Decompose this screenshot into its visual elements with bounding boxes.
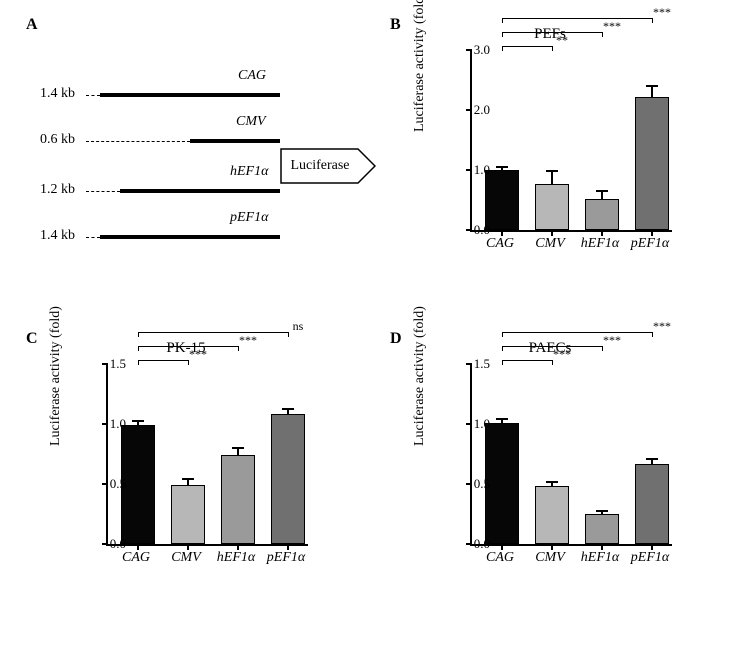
x-category-label: hEF1α bbox=[575, 550, 625, 566]
spacer-line bbox=[86, 95, 100, 96]
construct-row: 1.2 kbhEF1α bbox=[40, 178, 360, 208]
chart-paecs: PAECsLuciferase activity (fold)*********… bbox=[400, 334, 700, 594]
y-axis-label: Luciferase activity (fold) bbox=[412, 0, 428, 132]
significance-line bbox=[502, 332, 652, 333]
x-category-label: CMV bbox=[525, 550, 575, 566]
bar bbox=[485, 170, 519, 230]
significance-line bbox=[138, 346, 238, 347]
x-category-label: pEF1α bbox=[625, 550, 675, 566]
x-category-label: pEF1α bbox=[261, 550, 311, 566]
x-category-label: pEF1α bbox=[625, 236, 675, 252]
y-axis-label: Luciferase activity (fold) bbox=[48, 306, 64, 446]
y-tick-label: 1.0 bbox=[450, 416, 490, 432]
promoter-line bbox=[120, 189, 280, 193]
chart-pk15: PK-15Luciferase activity (fold)******ns0… bbox=[36, 334, 336, 594]
significance-line bbox=[502, 18, 652, 19]
significance-label: *** bbox=[642, 5, 682, 20]
bar bbox=[485, 423, 519, 544]
significance-label: *** bbox=[178, 347, 218, 362]
significance-label: *** bbox=[592, 333, 632, 348]
figure-root: { "labels": { "A": "A", "B": "B", "C": "… bbox=[0, 0, 729, 651]
plot-area: ******** bbox=[470, 50, 672, 232]
size-label: 1.4 kb bbox=[40, 86, 75, 102]
size-label: 1.4 kb bbox=[40, 228, 75, 244]
significance-drop bbox=[502, 32, 503, 37]
bar bbox=[121, 425, 155, 544]
significance-drop bbox=[502, 332, 503, 337]
promoter-label: pEF1α bbox=[230, 210, 268, 226]
y-tick-label: 1.5 bbox=[86, 356, 126, 372]
panel-label-a: A bbox=[26, 16, 38, 34]
significance-line bbox=[138, 332, 288, 333]
x-category-label: CAG bbox=[475, 550, 525, 566]
spacer-line bbox=[86, 191, 120, 192]
x-category-label: CAG bbox=[111, 550, 161, 566]
spacer-line bbox=[86, 141, 190, 142]
spacer-line bbox=[86, 237, 100, 238]
size-label: 0.6 kb bbox=[40, 132, 75, 148]
bar bbox=[635, 97, 669, 230]
bar bbox=[635, 464, 669, 544]
panel-a-diagram: Luciferase 1.4 kbCAG0.6 kbCMV1.2 kbhEF1α… bbox=[40, 60, 360, 280]
bar bbox=[585, 199, 619, 230]
chart-pefs: PEFsLuciferase activity (fold)********0.… bbox=[400, 20, 700, 280]
significance-line bbox=[502, 346, 602, 347]
significance-label: *** bbox=[228, 333, 268, 348]
y-tick-label: 1.0 bbox=[450, 162, 490, 178]
plot-area: ******ns bbox=[106, 364, 308, 546]
bar bbox=[221, 455, 255, 544]
significance-drop bbox=[138, 346, 139, 351]
construct-row: 1.4 kbpEF1α bbox=[40, 224, 360, 254]
bar bbox=[585, 514, 619, 544]
promoter-label: CAG bbox=[238, 68, 266, 84]
y-tick-label: 3.0 bbox=[450, 42, 490, 58]
x-category-label: hEF1α bbox=[211, 550, 261, 566]
size-label: 1.2 kb bbox=[40, 182, 75, 198]
significance-label: ns bbox=[278, 319, 318, 334]
significance-label: ** bbox=[542, 33, 582, 48]
y-tick-label: 2.0 bbox=[450, 102, 490, 118]
significance-drop bbox=[138, 332, 139, 337]
promoter-label: CMV bbox=[236, 114, 266, 130]
x-category-label: CMV bbox=[525, 236, 575, 252]
significance-drop bbox=[502, 18, 503, 23]
bar bbox=[171, 485, 205, 544]
y-tick-label: 1.5 bbox=[450, 356, 490, 372]
significance-label: *** bbox=[592, 19, 632, 34]
construct-row: 1.4 kbCAG bbox=[40, 82, 360, 112]
significance-label: *** bbox=[642, 319, 682, 334]
bar bbox=[535, 184, 569, 230]
y-tick-label: 0.5 bbox=[86, 476, 126, 492]
construct-row: 0.6 kbCMV bbox=[40, 128, 360, 158]
x-category-label: CMV bbox=[161, 550, 211, 566]
significance-drop bbox=[502, 346, 503, 351]
plot-area: ********* bbox=[470, 364, 672, 546]
bar bbox=[271, 414, 305, 544]
y-tick-label: 0.5 bbox=[450, 476, 490, 492]
promoter-label: hEF1α bbox=[230, 164, 268, 180]
significance-line bbox=[502, 32, 602, 33]
significance-drop bbox=[138, 360, 139, 365]
y-tick-label: 1.0 bbox=[86, 416, 126, 432]
significance-drop bbox=[502, 360, 503, 365]
x-category-label: CAG bbox=[475, 236, 525, 252]
x-category-label: hEF1α bbox=[575, 236, 625, 252]
significance-label: *** bbox=[542, 347, 582, 362]
promoter-line bbox=[100, 235, 280, 239]
significance-drop bbox=[502, 46, 503, 51]
bar bbox=[535, 486, 569, 544]
promoter-line bbox=[100, 93, 280, 97]
promoter-line bbox=[190, 139, 280, 143]
y-axis-label: Luciferase activity (fold) bbox=[412, 306, 428, 446]
